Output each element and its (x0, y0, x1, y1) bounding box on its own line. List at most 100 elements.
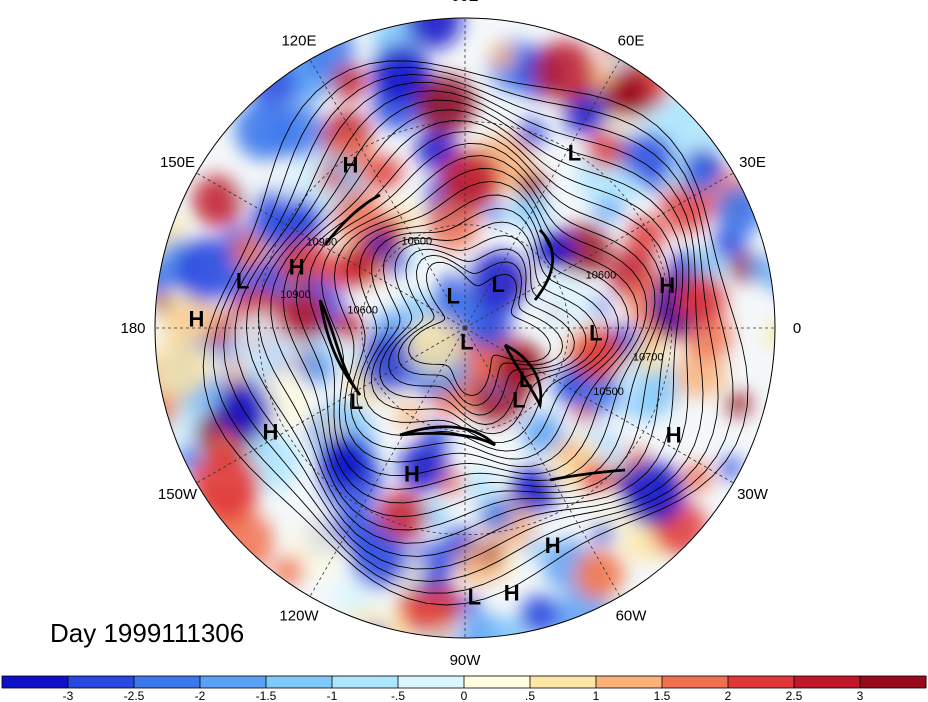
anomaly-blob (155, 292, 172, 313)
anomaly-blob (533, 40, 596, 103)
contour-labels: 10600 10900 10900 10600 10500 10700 10600 (280, 236, 663, 399)
anomaly-blob (159, 292, 214, 347)
anomaly-blob (297, 347, 336, 387)
high-pressure-label: H (666, 422, 682, 447)
anomaly-blob (425, 196, 480, 251)
anomaly-blob (229, 311, 292, 374)
anomaly-shading (155, 18, 775, 638)
low-pressure-label: L (491, 272, 504, 297)
colorbar-swatch (596, 676, 663, 688)
contour-label: 10700 (633, 351, 664, 363)
height-contour (223, 73, 719, 582)
anomaly-blob (211, 432, 236, 456)
low-pressure-label: L (236, 269, 249, 294)
height-contour (295, 131, 664, 504)
height-contour (379, 235, 587, 425)
height-contour (234, 82, 704, 570)
colorbar-tick-label: -2 (195, 689, 206, 702)
height-contour (363, 208, 609, 443)
anomaly-blob (682, 462, 712, 493)
high-pressure-label: H (404, 462, 420, 487)
meridian-line (309, 59, 466, 329)
anomaly-blob (440, 150, 500, 210)
colorbar-swatch (332, 676, 399, 688)
anomaly-blob (170, 408, 195, 432)
anomaly-blob (535, 230, 575, 270)
anomaly-blob (579, 372, 623, 415)
meridian-line (464, 172, 734, 329)
colorbar-swatch (860, 676, 927, 688)
anomaly-blob (192, 175, 245, 228)
jet-contour (318, 299, 362, 396)
high-pressure-label: H (659, 273, 675, 298)
anomaly-blob (352, 532, 408, 588)
height-contour (257, 99, 684, 544)
height-contour (346, 180, 629, 460)
anomaly-blob (579, 461, 612, 494)
contour-label: 10600 (586, 270, 617, 282)
colorbar: -3 -2.5 -2 -1.5 -1 -.5 0 .5 1 1.5 2 2.5 3 (1, 675, 927, 702)
high-pressure-label: H (504, 581, 520, 606)
anomaly-blob (674, 274, 726, 326)
meridian-line (309, 327, 466, 597)
meridian-line (196, 172, 466, 329)
anomaly-blob (511, 190, 550, 229)
anomaly-blob (235, 100, 295, 160)
low-pressure-label: L (589, 321, 602, 346)
anomaly-blob (586, 130, 626, 169)
anomaly-blob (715, 185, 765, 235)
height-contour (397, 254, 564, 406)
anomaly-blob (519, 171, 546, 199)
meridian-line (464, 327, 621, 597)
anomaly-blob (371, 44, 430, 103)
longitude-labels: 90E 60E 30E 0 30W 60W 90W 120W 150W 180 150E 120E (120, 0, 801, 669)
colorbar-tick-label: 2 (725, 689, 732, 702)
height-contour (321, 155, 648, 476)
anomaly-blob (626, 216, 666, 255)
colorbar-tick-label: -.5 (391, 689, 405, 702)
colorbar-tick-label: -3 (63, 689, 74, 702)
anomaly-blob (399, 442, 449, 492)
anomaly-blob (415, 128, 458, 171)
colorbar-swatch (464, 676, 531, 688)
colorbar-tick-label: 2.5 (786, 689, 803, 702)
anomaly-blob (321, 417, 342, 438)
anomaly-blob (395, 401, 424, 430)
longitude-label: 150E (160, 154, 195, 171)
colorbar-swatch (530, 676, 597, 688)
colorbar-tick-label: 1.5 (654, 689, 671, 702)
low-pressure-label: L (568, 141, 581, 166)
meridian-line (196, 327, 466, 484)
anomaly-blob (420, 502, 448, 529)
colorbar-swatch (728, 676, 795, 688)
longitude-label: 150W (158, 486, 198, 503)
day-label: Day 1999111306 (50, 618, 245, 648)
longitude-label: 120E (281, 33, 316, 50)
anomaly-blob (155, 337, 209, 399)
anomaly-blob (573, 549, 625, 601)
colorbar-swatch (68, 676, 135, 688)
anomaly-blob (367, 155, 403, 191)
jet-contour (503, 343, 543, 410)
anomaly-blob (333, 573, 376, 617)
colorbar-swatch (398, 676, 465, 688)
anomaly-blob (366, 624, 388, 638)
low-pressure-label: L (512, 388, 525, 413)
longitude-label: 180 (120, 320, 145, 337)
anomaly-blob (481, 544, 503, 566)
anomaly-blob (173, 238, 237, 302)
colorbar-swatch (266, 676, 333, 688)
colorbar-swatch (662, 676, 729, 688)
colorbar-swatch (200, 676, 267, 688)
colorbar-tick-label: -2.5 (124, 689, 145, 702)
jet-contour (533, 229, 555, 301)
longitude-label: 0 (793, 320, 801, 337)
anomaly-blob (604, 71, 652, 119)
height-contour (202, 60, 749, 606)
low-pressure-label: L (519, 367, 532, 392)
meridian-line (464, 59, 621, 329)
anomaly-blob (526, 538, 548, 560)
anomaly-blob (215, 383, 271, 439)
